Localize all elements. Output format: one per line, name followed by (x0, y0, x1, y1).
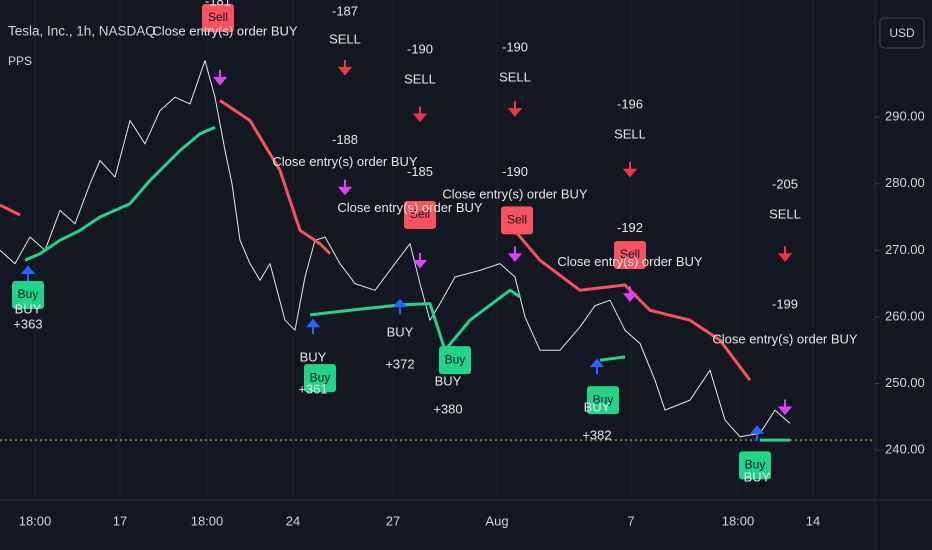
annotation: Close entry(s) order BUY (442, 187, 588, 202)
signal-arrow (589, 358, 605, 375)
x-tick-label: 27 (386, 513, 400, 528)
x-tick-label: 18:00 (191, 513, 224, 528)
annotation: -187 (332, 3, 358, 18)
currency-button[interactable] (879, 17, 925, 49)
signal-label: Sell (507, 213, 527, 227)
x-tick-label: 14 (806, 513, 820, 528)
signal-label: Buy (445, 352, 466, 366)
x-tick-label: 17 (113, 513, 127, 528)
annotation: Close entry(s) order BUY (337, 200, 483, 215)
signal-arrow (749, 425, 765, 441)
y-tick-label: 260.00 (885, 308, 925, 323)
x-tick-label: 18:00 (722, 513, 755, 528)
signal-arrow (622, 161, 638, 178)
signal-arrow (412, 252, 428, 269)
annotation: +380 (433, 402, 462, 417)
annotation: +361 (298, 382, 327, 397)
signal-label: Buy (310, 370, 331, 384)
annotation: BUY (744, 469, 771, 484)
annotation: -188 (332, 132, 358, 147)
annotation: SELL (614, 127, 646, 142)
annotation: -185 (407, 164, 433, 179)
signal-arrow (212, 69, 228, 86)
annotation: +372 (385, 356, 414, 371)
signal-arrow (507, 246, 523, 262)
annotation: SELL (404, 71, 436, 86)
annotation: +363 (13, 316, 42, 331)
annotation: -199 (772, 296, 798, 311)
annotation: -190 (407, 41, 433, 56)
annotation: -205 (772, 177, 798, 192)
annotation: -190 (502, 164, 528, 179)
annotation: Close entry(s) order BUY (557, 254, 703, 269)
annotation: BUY (584, 400, 611, 415)
signal-arrow (337, 179, 353, 196)
indicator-label: PPS (8, 54, 32, 68)
signal-label: Buy (745, 458, 766, 472)
signal-box (587, 386, 619, 415)
signal-arrow (777, 246, 793, 262)
series-line (24, 125, 790, 442)
signal-box (614, 240, 646, 269)
series-line (0, 99, 752, 382)
annotation: Close entry(s) order BUY (272, 154, 418, 169)
signal-box (439, 346, 471, 375)
annotation: -192 (617, 220, 643, 235)
x-tick-label: 24 (286, 513, 300, 528)
y-tick-label: 240.00 (885, 442, 925, 457)
annotation: SELL (769, 206, 801, 221)
annotation: BUY (15, 302, 42, 317)
x-tick-label: Aug (485, 513, 508, 528)
signal-arrow (622, 286, 638, 302)
signal-arrow (412, 106, 428, 123)
annotation: BUY (435, 374, 462, 389)
annotation: +382 (582, 428, 611, 443)
chart-title: Tesla, Inc., 1h, NASDAQ (8, 24, 156, 39)
signal-arrow (337, 59, 353, 76)
y-tick-label: 270.00 (885, 242, 925, 257)
signal-label: Sell (620, 247, 640, 261)
annotation: Close entry(s) order BUY (152, 23, 298, 38)
annotation: Close entry(s) order BUY (712, 332, 858, 347)
annotation: -181 (205, 0, 231, 8)
annotation: SELL (499, 69, 531, 84)
signal-label: Sell (208, 10, 228, 24)
x-tick-label: 18:00 (19, 513, 52, 528)
signal-arrow (777, 399, 793, 416)
y-tick-label: 290.00 (885, 109, 925, 124)
plot-area: Buy Buy Buy Buy Buy Sell Sell Sell Sell -181 Close… (0, 0, 875, 500)
signal-arrow (305, 318, 321, 335)
signal-box (739, 451, 771, 480)
signal-arrow (392, 298, 408, 315)
y-tick-label: 250.00 (885, 375, 925, 390)
annotation: SELL (329, 31, 361, 46)
signal-label: Sell (410, 207, 430, 221)
annotation: BUY (387, 324, 414, 339)
y-tick-label: 280.00 (885, 175, 925, 190)
currency-label[interactable]: USD (889, 26, 915, 40)
x-tick-label: 7 (627, 513, 634, 528)
signal-box (404, 201, 436, 230)
signal-label: Buy (593, 392, 614, 406)
signal-box (202, 3, 234, 32)
annotation: -196 (617, 97, 643, 112)
annotation: BUY (300, 350, 327, 365)
signal-box (501, 206, 533, 235)
signal-arrow (20, 265, 36, 281)
series-line (0, 60, 791, 438)
signal-box (304, 364, 336, 393)
signal-arrow (507, 101, 523, 117)
signal-label: Buy (18, 287, 39, 301)
annotation: -190 (502, 39, 528, 54)
signal-box (12, 280, 44, 309)
